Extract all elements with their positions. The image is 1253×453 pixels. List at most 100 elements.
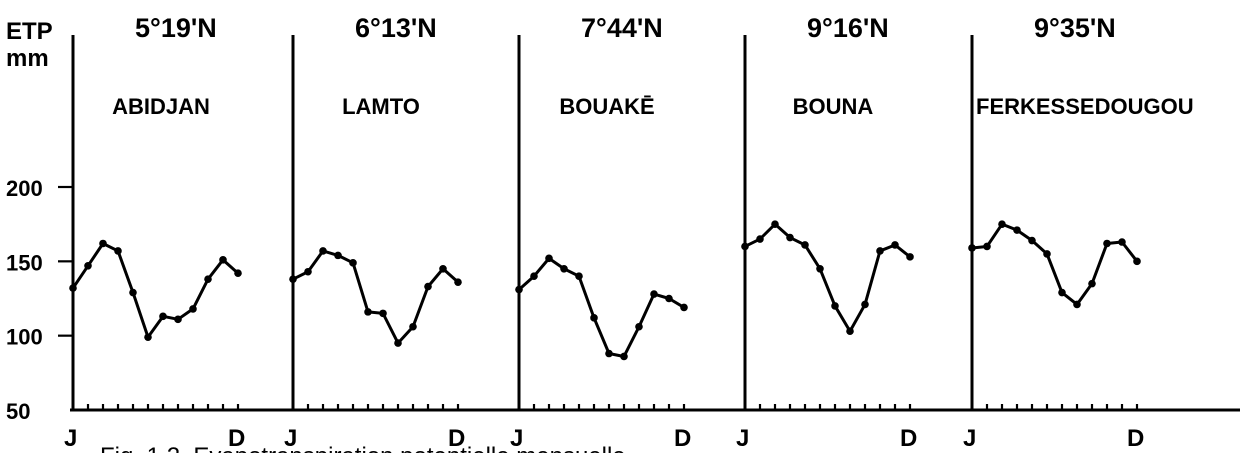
data-point — [1073, 300, 1081, 309]
panel-latitude: 7°44'N — [581, 13, 663, 43]
data-point — [234, 269, 242, 278]
series-line — [744, 222, 911, 333]
data-point — [786, 233, 794, 242]
data-point — [741, 242, 749, 251]
y-axis-unit: mm — [6, 45, 49, 72]
panel-station: FERKESSEDOUGOU — [976, 94, 1194, 119]
panel-ferkessedougou: 9°35'N FERKESSEDOUGOU J D — [963, 13, 1194, 452]
data-point — [575, 272, 583, 281]
data-point — [515, 285, 523, 294]
data-point — [816, 264, 824, 273]
y-tick-labels: 50 100 150 200 — [6, 176, 72, 424]
data-point — [319, 247, 327, 255]
data-point — [530, 272, 538, 281]
y-tick-label: 50 — [6, 399, 30, 424]
panel-station: ABIDJAN — [112, 94, 210, 119]
data-point — [394, 339, 402, 347]
x-tick-label-j: J — [64, 425, 77, 452]
y-tick-label: 150 — [6, 250, 43, 275]
data-point — [409, 322, 417, 331]
data-point — [114, 247, 122, 255]
data-point — [454, 278, 462, 286]
data-point — [635, 322, 643, 331]
data-point — [1043, 250, 1051, 258]
data-point — [1088, 279, 1096, 288]
data-point — [1058, 288, 1066, 297]
data-point — [605, 349, 613, 358]
data-point — [1133, 257, 1141, 266]
data-point — [69, 284, 77, 292]
series-line — [518, 256, 685, 358]
data-point — [364, 308, 372, 316]
data-point — [204, 275, 212, 283]
data-point — [129, 288, 137, 297]
panel-latitude: 9°16'N — [807, 13, 889, 43]
panel-bouna: 9°16'N BOUNA J D — [736, 13, 917, 452]
data-point — [650, 290, 658, 298]
series-line — [71, 241, 239, 339]
series-line — [971, 222, 1139, 306]
y-tick-label: 100 — [6, 325, 43, 350]
data-point — [968, 244, 976, 252]
data-point — [861, 300, 869, 309]
panels: 5°19'N ABIDJAN J D 6°13'N LAMTO J D 7°44'N BOUAKĒ… — [64, 13, 1194, 452]
data-point — [439, 264, 447, 273]
figure-caption: Fig. 1.2. Evapotranspiration potentielle… — [100, 443, 646, 453]
data-point — [620, 352, 628, 361]
data-point — [876, 247, 884, 255]
y-tick-label: 200 — [6, 176, 43, 201]
x-tick-label-j: J — [510, 425, 523, 452]
x-tick-label-d: D — [674, 425, 691, 452]
data-point — [289, 275, 297, 283]
data-point — [680, 303, 688, 312]
data-point — [334, 251, 342, 260]
data-point — [1118, 238, 1126, 246]
data-point — [174, 315, 182, 324]
data-point — [1013, 226, 1021, 234]
data-point — [771, 220, 779, 228]
panel-bouakē: 7°44'N BOUAKĒ J D — [510, 13, 691, 452]
data-point — [1103, 239, 1111, 248]
data-point — [1028, 236, 1036, 245]
data-point — [590, 314, 598, 322]
data-point — [99, 239, 107, 248]
data-point — [831, 302, 839, 310]
data-point — [560, 264, 568, 273]
x-tick-label-d: D — [900, 425, 917, 452]
data-point — [846, 327, 854, 336]
data-point — [379, 309, 387, 318]
data-point — [756, 235, 764, 243]
x-tick-label-d: D — [228, 425, 245, 452]
data-point — [424, 282, 432, 291]
x-tick-label-j: J — [284, 425, 297, 452]
data-point — [84, 261, 92, 270]
data-point — [304, 267, 312, 276]
data-point — [545, 254, 553, 263]
data-point — [349, 259, 357, 267]
panel-station: BOUNA — [793, 94, 874, 119]
panel-abidjan: 5°19'N ABIDJAN J D — [64, 13, 245, 452]
x-tick-label-d: D — [1127, 425, 1144, 452]
data-point — [998, 220, 1006, 228]
panel-latitude: 9°35'N — [1034, 13, 1116, 43]
panel-latitude: 5°19'N — [135, 13, 217, 43]
panel-latitude: 6°13'N — [355, 13, 437, 43]
panel-station: BOUAKĒ — [559, 94, 654, 119]
panel-lamto: 6°13'N LAMTO J D — [284, 13, 465, 452]
data-point — [801, 241, 809, 249]
data-point — [189, 305, 197, 313]
data-point — [219, 256, 227, 264]
x-tick-label-d: D — [448, 425, 465, 452]
data-point — [983, 242, 991, 251]
series-line — [292, 249, 459, 345]
data-point — [891, 241, 899, 249]
data-point — [159, 312, 167, 321]
x-tick-label-j: J — [963, 425, 976, 452]
data-point — [144, 333, 152, 341]
data-point — [906, 253, 914, 261]
panel-station: LAMTO — [342, 94, 420, 119]
x-tick-label-j: J — [736, 425, 749, 452]
data-point — [665, 294, 673, 303]
y-axis-label: ETP — [6, 18, 53, 45]
